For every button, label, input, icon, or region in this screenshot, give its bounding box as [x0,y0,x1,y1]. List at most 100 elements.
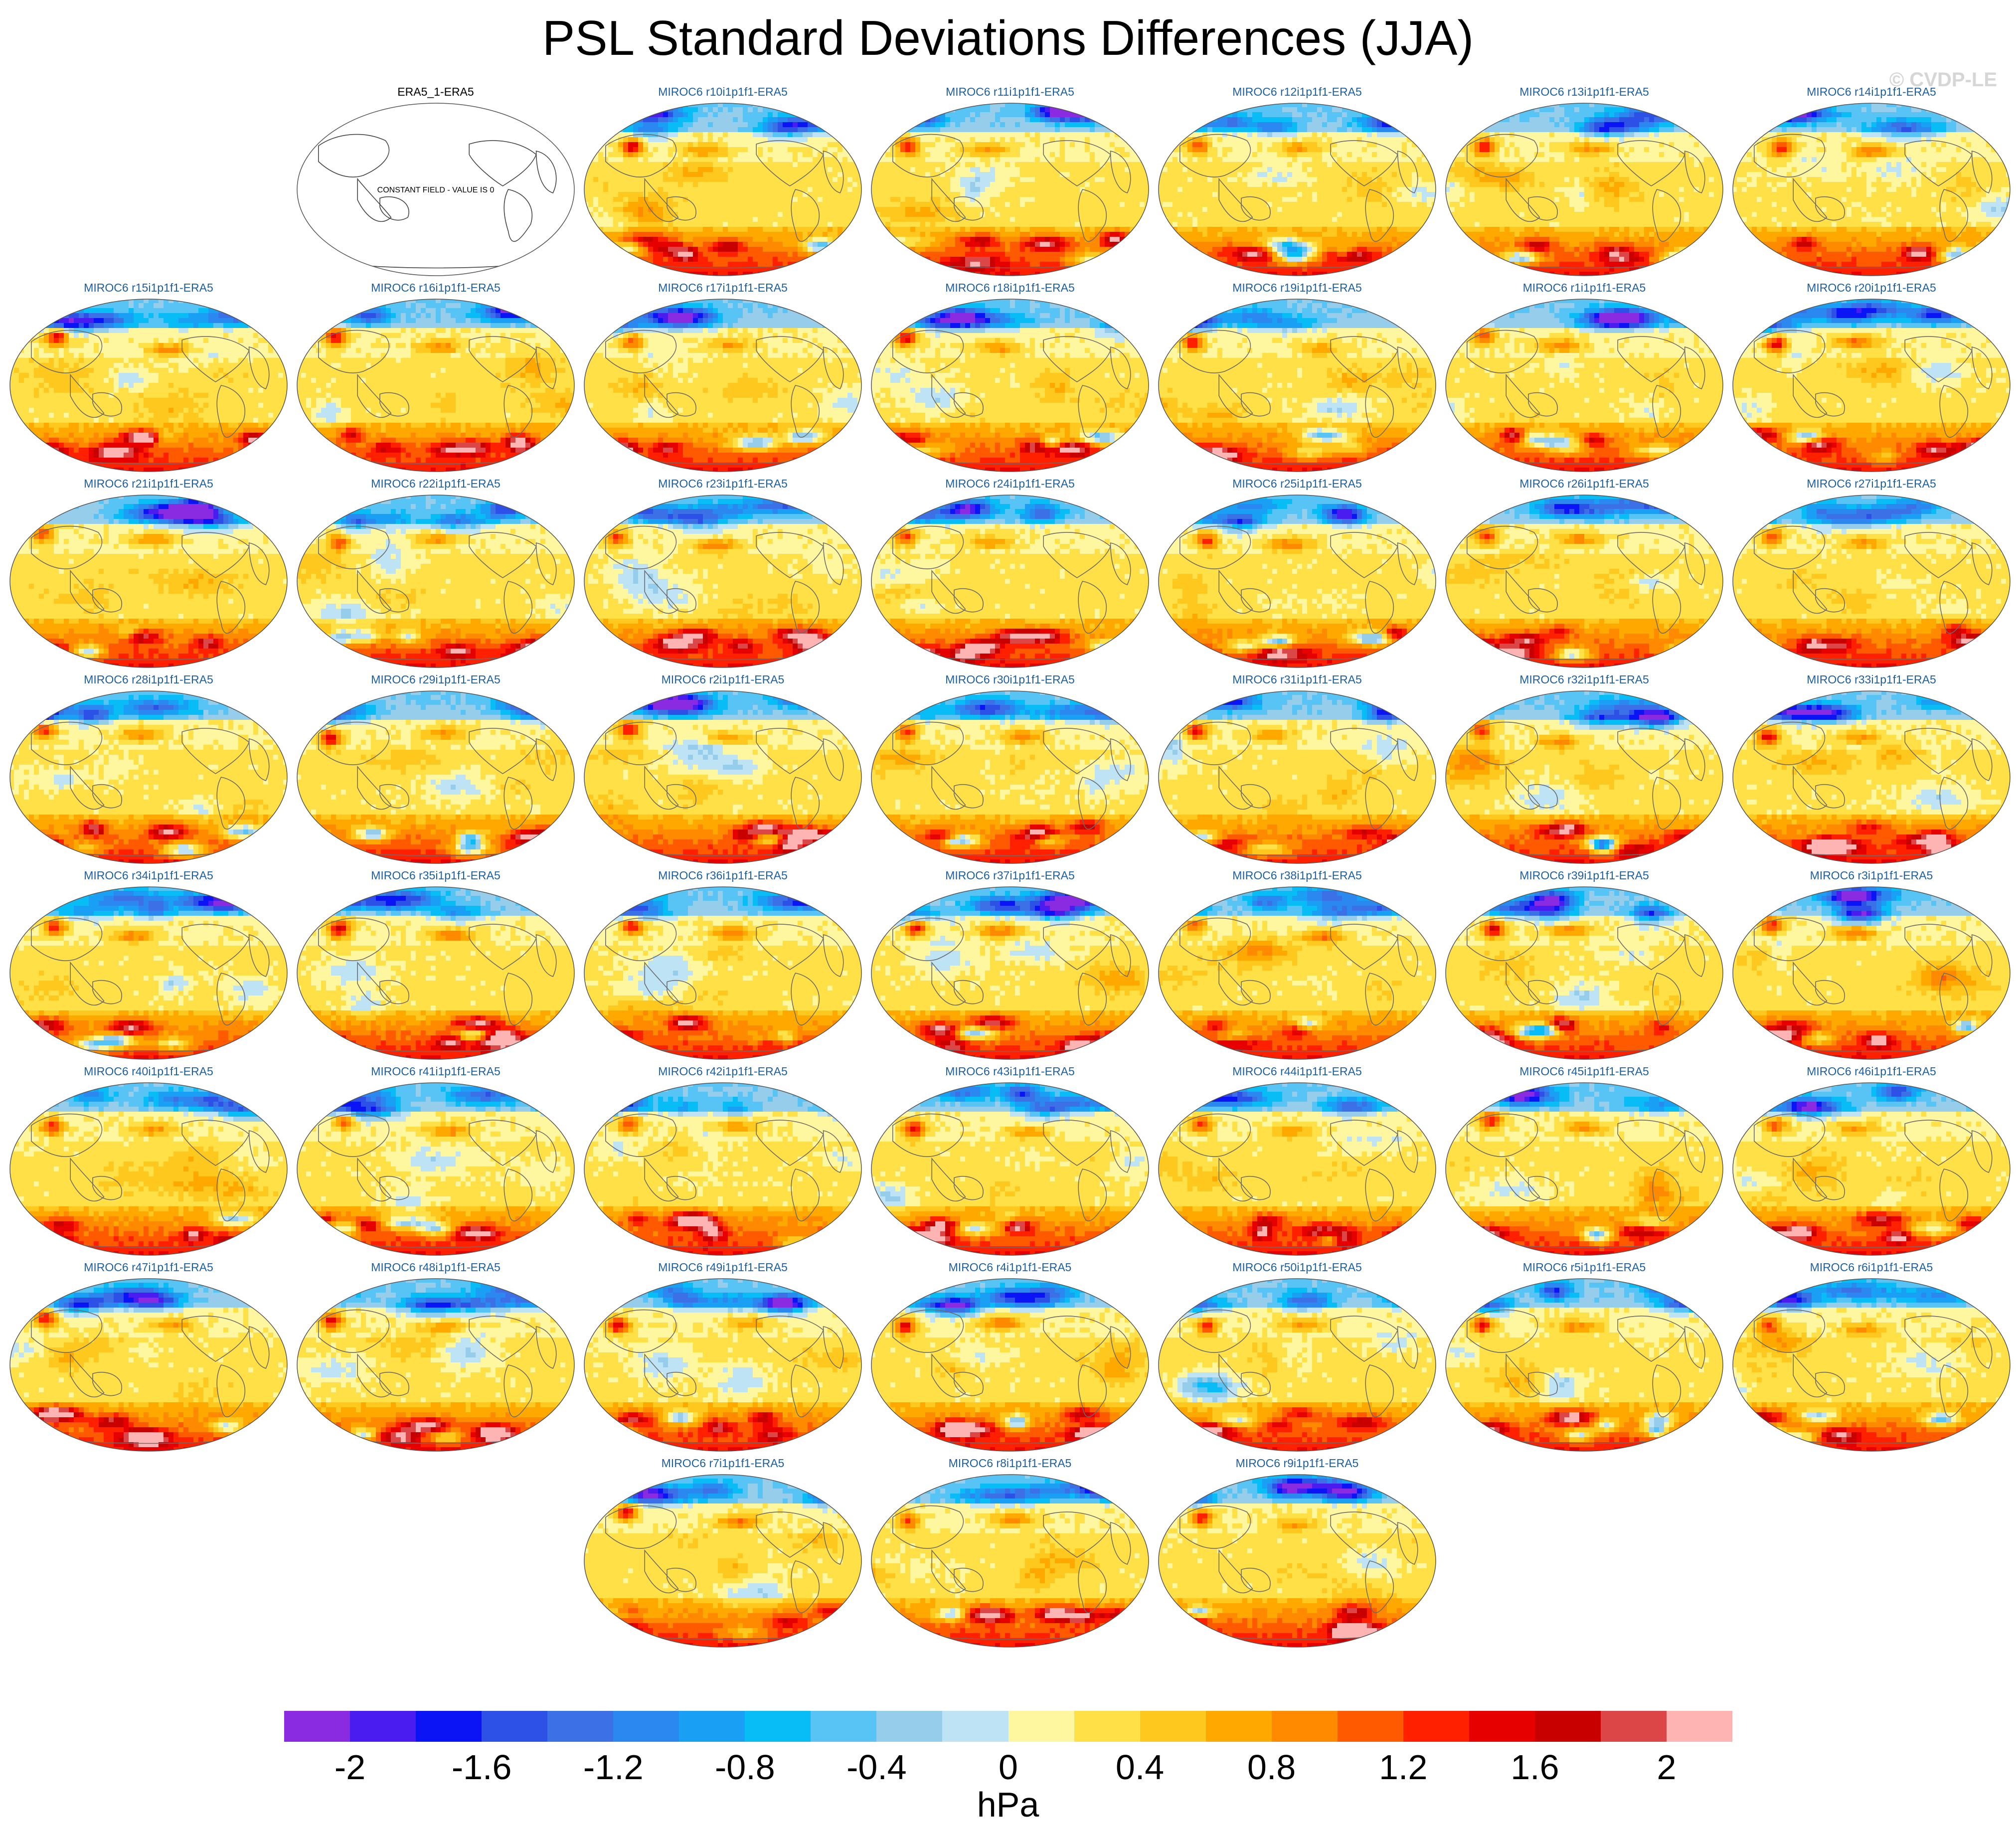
ensemble-member-map [1158,494,1437,668]
colorbar-tick-label: -1.6 [432,1747,531,1787]
colorbar-box [1667,1711,1733,1742]
colorbar-box [350,1711,416,1742]
ensemble-member-map [9,886,288,1060]
panel-title: MIROC6 r24i1p1f1-ERA5 [870,477,1150,491]
colorbar-box [1206,1711,1272,1742]
ensemble-member-map [583,1082,862,1256]
colorbar-tick-label: 0 [959,1747,1058,1787]
panel-title: MIROC6 r48i1p1f1-ERA5 [296,1261,575,1274]
ensemble-member-map [296,1082,575,1256]
ensemble-member-map [296,690,575,864]
ensemble-member-map [583,886,862,1060]
reference-map: CONSTANT FIELD - VALUE IS 0 [296,102,575,277]
panel-title: MIROC6 r49i1p1f1-ERA5 [583,1261,862,1274]
panel-title: MIROC6 r27i1p1f1-ERA5 [1732,477,2011,491]
ensemble-member-map [583,690,862,864]
ensemble-member-map [1158,298,1437,473]
colorbar-box [1074,1711,1141,1742]
panel-title: MIROC6 r3i1p1f1-ERA5 [1732,869,2011,882]
panel-title: MIROC6 r31i1p1f1-ERA5 [1158,673,1437,686]
ensemble-member-map [1158,886,1437,1060]
colorbar [284,1711,1732,1742]
ensemble-member-map [296,886,575,1060]
ensemble-member-map [583,1474,862,1648]
colorbar-box [1601,1711,1667,1742]
ensemble-member-map [583,102,862,277]
ensemble-member-map [583,494,862,668]
panel-title: MIROC6 r44i1p1f1-ERA5 [1158,1065,1437,1078]
ensemble-member-map [9,690,288,864]
colorbar-box [876,1711,943,1742]
ensemble-member-map [296,1278,575,1452]
constant-field-annotation: CONSTANT FIELD - VALUE IS 0 [377,186,495,194]
ensemble-member-map [1732,298,2011,473]
panel-title: MIROC6 r37i1p1f1-ERA5 [870,869,1150,882]
ensemble-member-map [1158,1278,1437,1452]
panel-title: MIROC6 r18i1p1f1-ERA5 [870,281,1150,295]
ensemble-member-map [1445,1082,1724,1256]
panel-title: MIROC6 r29i1p1f1-ERA5 [296,673,575,686]
panel-title: MIROC6 r41i1p1f1-ERA5 [296,1065,575,1078]
colorbar-units: hPa [0,1785,2016,1825]
panel-title: MIROC6 r10i1p1f1-ERA5 [583,85,862,99]
ensemble-member-map [1732,102,2011,277]
panel-title: MIROC6 r32i1p1f1-ERA5 [1445,673,1724,686]
ensemble-member-map [9,298,288,473]
panel-title: MIROC6 r50i1p1f1-ERA5 [1158,1261,1437,1274]
colorbar-box [679,1711,745,1742]
panel-title: MIROC6 r23i1p1f1-ERA5 [583,477,862,491]
colorbar-box [547,1711,614,1742]
ensemble-member-map [1732,1278,2011,1452]
panel-title: MIROC6 r1i1p1f1-ERA5 [1445,281,1724,295]
panel-title: MIROC6 r46i1p1f1-ERA5 [1732,1065,2011,1078]
ensemble-member-map [9,494,288,668]
panel-title: MIROC6 r26i1p1f1-ERA5 [1445,477,1724,491]
panel-title: MIROC6 r16i1p1f1-ERA5 [296,281,575,295]
panel-title: MIROC6 r34i1p1f1-ERA5 [9,869,288,882]
panel-title: MIROC6 r35i1p1f1-ERA5 [296,869,575,882]
panel-title: MIROC6 r36i1p1f1-ERA5 [583,869,862,882]
ensemble-member-map [1732,494,2011,668]
colorbar-tick-label: -1.2 [563,1747,663,1787]
panel-title: MIROC6 r19i1p1f1-ERA5 [1158,281,1437,295]
panel-title: MIROC6 r22i1p1f1-ERA5 [296,477,575,491]
colorbar-box [811,1711,877,1742]
colorbar-box [942,1711,1008,1742]
panel-title: MIROC6 r15i1p1f1-ERA5 [9,281,288,295]
colorbar-box [1008,1711,1075,1742]
colorbar-box [1535,1711,1601,1742]
ensemble-member-map [870,690,1150,864]
colorbar-box [482,1711,548,1742]
panel-title: MIROC6 r7i1p1f1-ERA5 [583,1457,862,1470]
panel-title: MIROC6 r8i1p1f1-ERA5 [870,1457,1150,1470]
colorbar-box [1338,1711,1404,1742]
ensemble-member-map [1158,1082,1437,1256]
panel-title: MIROC6 r25i1p1f1-ERA5 [1158,477,1437,491]
ensemble-member-map [1732,1082,2011,1256]
ensemble-member-map [1445,1278,1724,1452]
panel-title: MIROC6 r6i1p1f1-ERA5 [1732,1261,2011,1274]
ensemble-member-map [583,1278,862,1452]
ensemble-member-map [583,298,862,473]
ensemble-member-map [1732,886,2011,1060]
ensemble-member-map [296,298,575,473]
panel-title: MIROC6 r2i1p1f1-ERA5 [583,673,862,686]
ensemble-member-map [1445,886,1724,1060]
ensemble-member-map [870,1278,1150,1452]
ensemble-member-map [870,298,1150,473]
panel-title: MIROC6 r5i1p1f1-ERA5 [1445,1261,1724,1274]
colorbar-tick-label: -0.8 [695,1747,795,1787]
colorbar-tick-label: 1.6 [1485,1747,1585,1787]
panel-title: MIROC6 r4i1p1f1-ERA5 [870,1261,1150,1274]
colorbar-box [1140,1711,1206,1742]
panel-title: MIROC6 r43i1p1f1-ERA5 [870,1065,1150,1078]
panel-title: MIROC6 r17i1p1f1-ERA5 [583,281,862,295]
panel-title: MIROC6 r38i1p1f1-ERA5 [1158,869,1437,882]
panel-title: MIROC6 r20i1p1f1-ERA5 [1732,281,2011,295]
panel-title: MIROC6 r13i1p1f1-ERA5 [1445,85,1724,99]
colorbar-box [1272,1711,1338,1742]
colorbar-box [416,1711,482,1742]
figure-title: PSL Standard Deviations Differences (JJA… [0,9,2016,68]
colorbar-tick-label: 0.8 [1222,1747,1322,1787]
